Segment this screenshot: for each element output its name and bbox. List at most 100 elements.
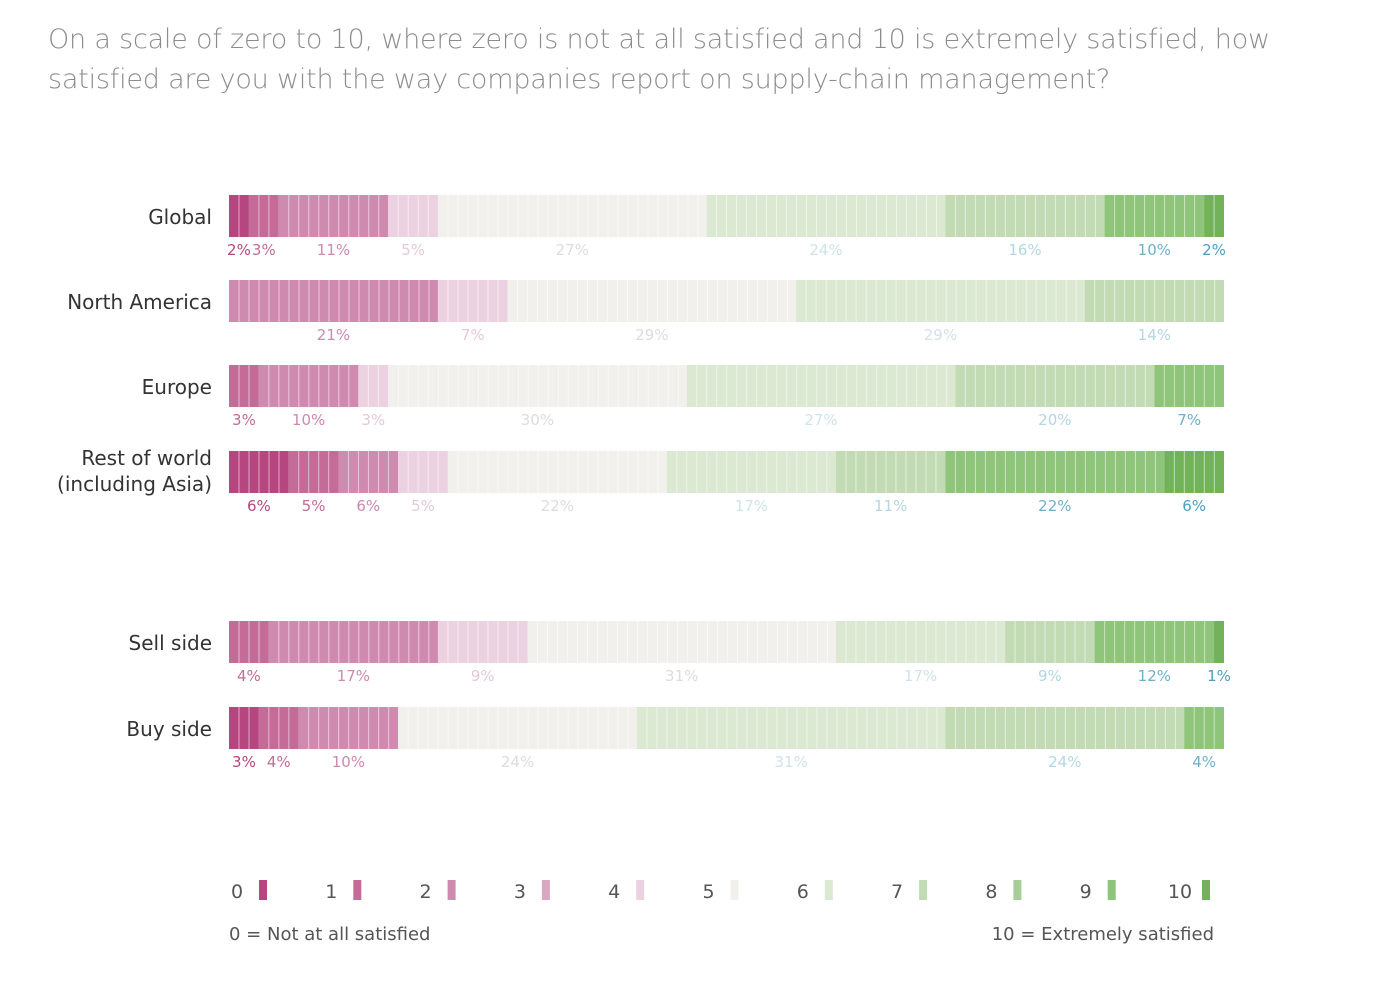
bar-segment (945, 707, 1185, 749)
segment-label: 10% (1138, 241, 1171, 259)
segment-label: 3% (232, 411, 256, 429)
bar-segment (248, 195, 279, 237)
segment-label: 22% (541, 497, 574, 515)
segment-label: 16% (1008, 241, 1041, 259)
segment-label: 29% (924, 326, 957, 344)
row-label: Global (148, 205, 212, 229)
legend-swatch (1107, 880, 1116, 900)
row-label: Rest of world (81, 446, 212, 470)
segment-label: 3% (232, 753, 256, 771)
bar-row: Europe 3% 10% 3% 30% 27% 20% 7% (142, 365, 1224, 429)
segment-label: 6% (1182, 497, 1206, 515)
bar-segment (706, 195, 946, 237)
legend-swatch (447, 880, 456, 900)
segment-label: 17% (904, 667, 937, 685)
legend-label: 6 (797, 881, 809, 903)
legend-swatch (541, 880, 550, 900)
legend-swatch (1202, 880, 1210, 900)
segment-label: 31% (775, 753, 808, 771)
bar-segment (398, 707, 637, 749)
bar-segment (278, 195, 389, 237)
bar-segment (686, 365, 956, 407)
segment-label: 11% (317, 241, 350, 259)
segment-label: 10% (332, 753, 365, 771)
segment-label: 24% (1048, 753, 1081, 771)
segment-label: 2% (1202, 241, 1226, 259)
bar-segment (1005, 621, 1095, 663)
segment-label: 27% (804, 411, 837, 429)
bar-segment (1214, 621, 1224, 663)
row-label: North America (67, 290, 212, 314)
legend-note-left: 0 = Not at all satisfied (229, 924, 430, 945)
bar-segment (229, 365, 259, 407)
bar-segment (268, 621, 438, 663)
bar-segment (835, 621, 1006, 663)
legend-label: 2 (420, 881, 432, 903)
row-label: Sell side (129, 631, 212, 655)
legend-swatch (259, 880, 267, 900)
segment-label: 17% (735, 497, 768, 515)
legend: 0 1 2 3 4 5 6 7 8 9 10 0 = Not at all satisfied 10 =… (229, 880, 1214, 945)
bar-segment (945, 451, 1165, 493)
legend-note-right: 10 = Extremely satisfied (992, 924, 1214, 945)
legend-label: 7 (891, 881, 903, 903)
bar-segment (388, 195, 438, 237)
bar-segment (447, 451, 667, 493)
bar-row: Sell side 4% 17% 9% 31% 17% 9% 12% 1% (129, 621, 1231, 685)
segment-label: 20% (1038, 411, 1071, 429)
segment-label: 5% (411, 497, 435, 515)
segment-label: 4% (267, 753, 291, 771)
legend-swatch (919, 880, 928, 900)
legend-label: 4 (608, 881, 620, 903)
segment-label: 2% (227, 241, 251, 259)
legend-label: 8 (985, 881, 997, 903)
legend-label: 0 (231, 881, 243, 903)
bar-segment (666, 451, 836, 493)
legend-swatch (636, 880, 645, 900)
segment-label: 3% (361, 411, 385, 429)
bar-row: Buy side 3% 4% 10% 24% 31% 24% 4% (126, 707, 1224, 771)
segment-label: 7% (461, 326, 485, 344)
bar-segment (229, 707, 259, 749)
bar-segment (388, 365, 687, 407)
segment-label: 11% (874, 497, 907, 515)
segment-label: 12% (1138, 667, 1171, 685)
legend-label: 5 (702, 881, 714, 903)
segment-label: 24% (501, 753, 534, 771)
bar-segment (527, 621, 836, 663)
legend-label: 1 (325, 881, 337, 903)
bar-row: Rest of world(including Asia) 6% 5% 6% 5% 22%… (57, 446, 1224, 515)
segment-label: 27% (556, 241, 589, 259)
segment-label: 7% (1177, 411, 1201, 429)
segment-label: 6% (356, 497, 380, 515)
row-label: Buy side (126, 717, 212, 741)
segment-label: 4% (1192, 753, 1216, 771)
row-label-line2: (including Asia) (57, 472, 212, 496)
segment-label: 9% (471, 667, 495, 685)
segment-label: 10% (292, 411, 325, 429)
segment-label: 14% (1138, 326, 1171, 344)
bar-segment (507, 280, 797, 322)
legend-swatch (1013, 880, 1022, 900)
segment-label: 9% (1038, 667, 1062, 685)
segment-label: 21% (317, 326, 350, 344)
segment-label: 30% (521, 411, 554, 429)
bar-segment (437, 195, 707, 237)
bar-segment (796, 280, 1085, 322)
bar-segment (1154, 365, 1224, 407)
row-label: Europe (142, 375, 212, 399)
legend-label: 10 (1168, 881, 1192, 903)
bar-segment (229, 280, 438, 322)
segment-label: 3% (252, 241, 276, 259)
segment-label: 1% (1207, 667, 1231, 685)
chart-title: On a scale of zero to 10, where zero is … (48, 24, 1270, 95)
segment-label: 22% (1038, 497, 1071, 515)
legend-swatch (730, 880, 739, 900)
legend-swatch (824, 880, 833, 900)
bar-segment (398, 451, 448, 493)
legend-label: 3 (514, 881, 526, 903)
segment-label: 17% (337, 667, 370, 685)
